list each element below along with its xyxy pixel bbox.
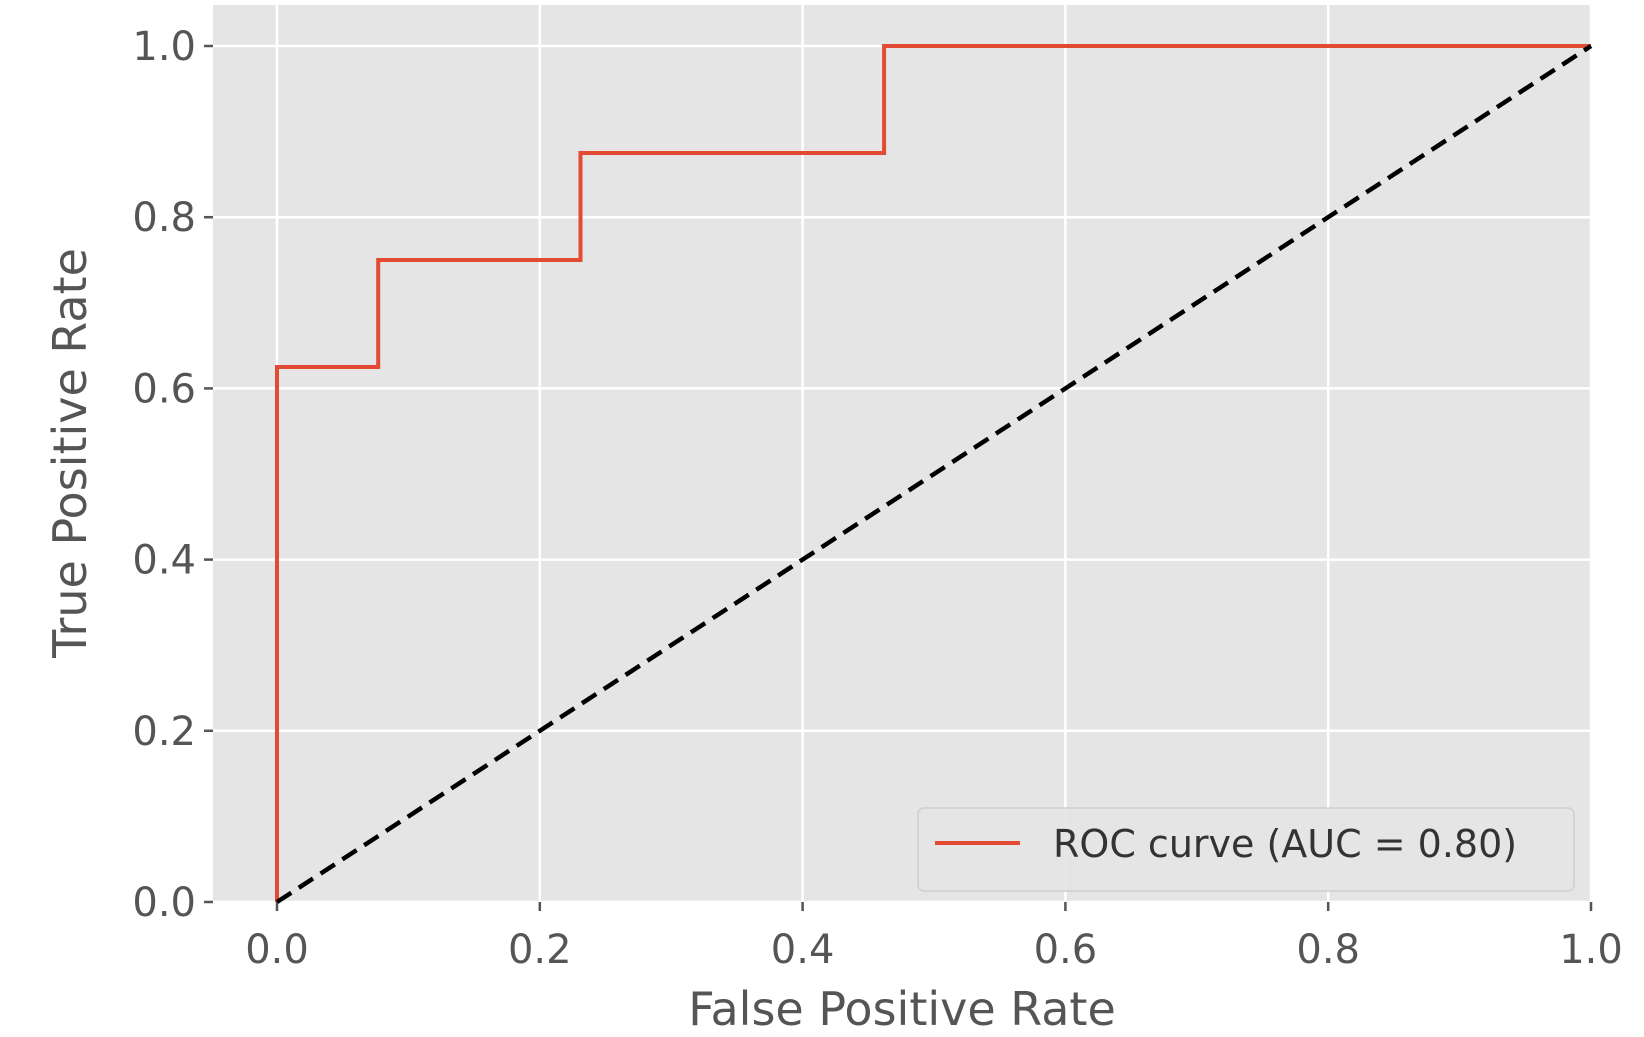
legend-box <box>917 807 1575 892</box>
roc-curve-line <box>275 44 1591 902</box>
axis-ticks: 0.0 0.2 0.4 0.6 0.8 1.0 0.0 0.2 0.4 0.6 0.8 1.0 <box>132 24 1622 973</box>
chance-diagonal-line <box>275 44 1593 904</box>
x-tick-label-3: 0.6 <box>1034 927 1098 973</box>
y-tick-label-4: 0.8 <box>132 195 196 241</box>
y-tick-label-5: 1.0 <box>132 24 196 70</box>
y-tick-label-3: 0.6 <box>132 366 196 412</box>
y-tick-label-1: 0.2 <box>132 709 196 755</box>
plot-background <box>213 5 1591 902</box>
y-tick-label-0: 0.0 <box>132 880 196 926</box>
x-tick-label-4: 0.8 <box>1296 927 1360 973</box>
x-tick-label-5: 1.0 <box>1559 927 1623 973</box>
legend: ROC curve (AUC = 0.80) <box>917 807 1575 892</box>
legend-label-roc: ROC curve (AUC = 0.80) <box>1053 822 1517 866</box>
y-axis-label: True Positive Rate <box>43 248 97 659</box>
y-tick-label-2: 0.4 <box>132 538 196 584</box>
x-axis-label: False Positive Rate <box>688 982 1116 1036</box>
x-tick-label-0: 0.0 <box>245 927 309 973</box>
x-tick-label-2: 0.4 <box>771 927 835 973</box>
x-tick-label-1: 0.2 <box>508 927 572 973</box>
series-layer <box>275 44 1593 904</box>
